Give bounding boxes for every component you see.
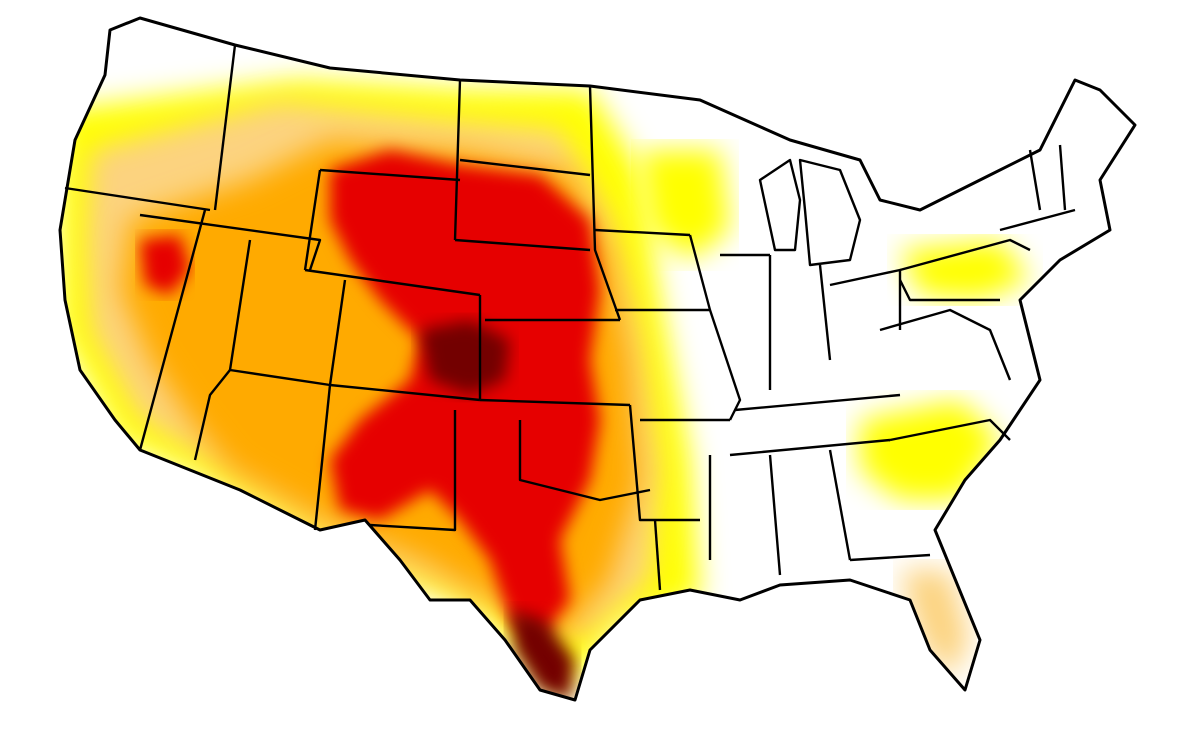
border-line xyxy=(213,44,237,211)
zone-nevada-extreme xyxy=(140,235,190,295)
michigan-lower-outline xyxy=(798,158,862,267)
border-line xyxy=(369,410,457,532)
border-line xyxy=(518,420,651,502)
border-line xyxy=(688,234,742,421)
border-line xyxy=(313,384,332,531)
border-line xyxy=(653,519,662,591)
border-line xyxy=(139,213,322,271)
zone-northeast-yellow xyxy=(900,240,1030,300)
border-line xyxy=(64,186,211,212)
lake-michigan-outline xyxy=(758,158,802,252)
border-line xyxy=(1058,144,1067,211)
border-line xyxy=(899,238,1031,272)
border-line xyxy=(459,158,591,177)
border-line xyxy=(828,449,852,561)
zone-southeast-yellow xyxy=(860,400,1000,500)
border-line xyxy=(628,404,700,522)
drought-zones xyxy=(60,80,1030,700)
border-line xyxy=(818,264,832,361)
border-line xyxy=(1028,149,1042,211)
border-line xyxy=(479,398,631,407)
border-line xyxy=(734,393,901,412)
border-line xyxy=(329,383,481,402)
border-line xyxy=(849,553,931,562)
border-line xyxy=(594,228,691,237)
zone-upper-midwest-yellow xyxy=(640,150,730,260)
border-line xyxy=(319,168,461,182)
border-line xyxy=(454,238,591,252)
border-line xyxy=(303,169,322,271)
border-line xyxy=(328,279,347,386)
border-line xyxy=(588,85,622,321)
zone-florida-moderate xyxy=(900,570,970,680)
zone-central-extreme xyxy=(330,150,600,640)
border-line xyxy=(304,268,481,297)
border-line xyxy=(768,454,782,576)
border-line xyxy=(453,79,462,241)
border-line xyxy=(898,279,1000,302)
zone-core-exceptional xyxy=(420,320,510,395)
border-line xyxy=(193,369,231,461)
border-line xyxy=(889,418,1011,442)
zone-south-texas-exceptional xyxy=(510,610,575,700)
border-line xyxy=(729,438,891,457)
border-line xyxy=(138,209,207,451)
border-line xyxy=(829,268,902,330)
us-outline xyxy=(58,16,1137,702)
border-line xyxy=(879,308,1012,381)
border-line xyxy=(999,208,1076,232)
state-borders xyxy=(58,16,1137,702)
